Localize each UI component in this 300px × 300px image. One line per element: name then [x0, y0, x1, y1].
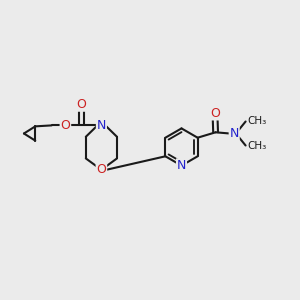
Text: CH₃: CH₃ [247, 116, 266, 126]
Text: O: O [77, 98, 86, 111]
Text: N: N [230, 127, 239, 140]
Text: O: O [61, 119, 70, 132]
Text: O: O [97, 163, 106, 176]
Text: O: O [210, 106, 220, 120]
Text: N: N [97, 119, 106, 132]
Text: CH₃: CH₃ [247, 141, 266, 152]
Text: N: N [177, 159, 186, 172]
